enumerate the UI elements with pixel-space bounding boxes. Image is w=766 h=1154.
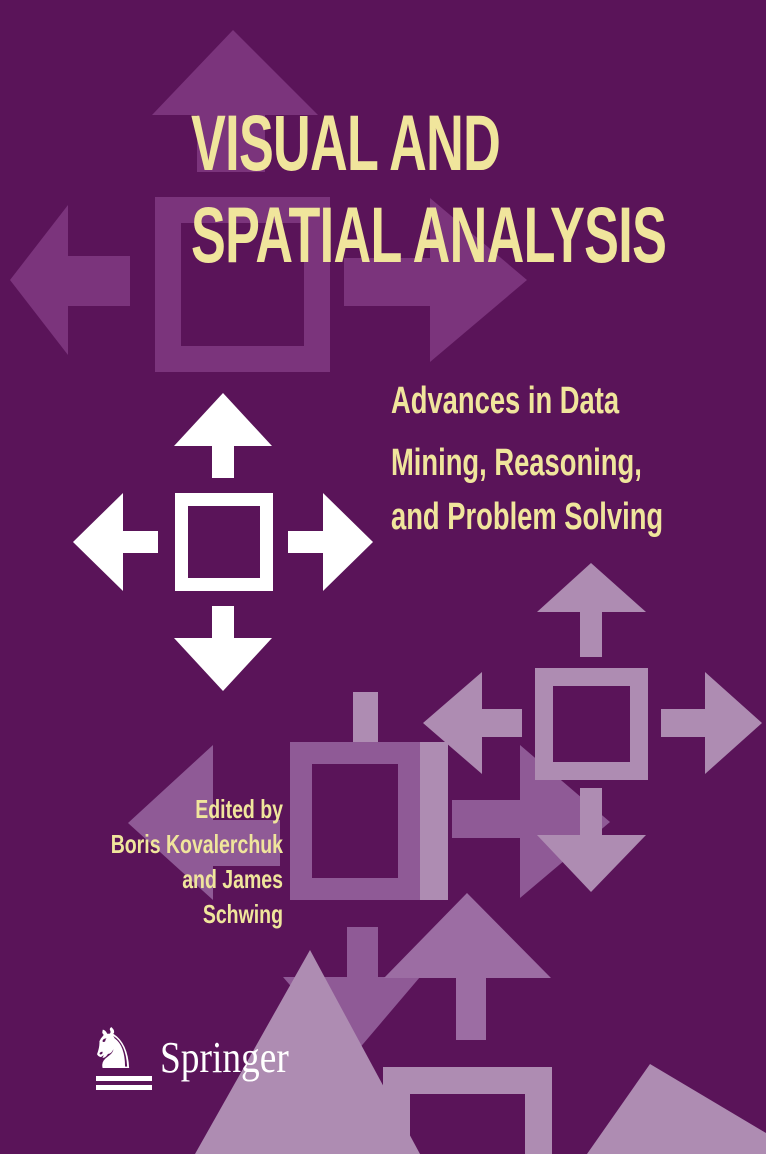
book-subtitle-line-3: and Problem Solving xyxy=(391,496,664,538)
right-arrow-head xyxy=(323,493,373,591)
up-arrow-stem xyxy=(580,612,602,657)
right-arrow-stem xyxy=(344,258,430,306)
left-arrow-stem xyxy=(482,709,522,737)
book-subtitle-line-1: Advances in Data xyxy=(391,380,620,422)
right-arrow-head xyxy=(520,745,610,898)
left-arrow-stem xyxy=(213,820,280,866)
medium-arrows xyxy=(128,692,610,1057)
up-arrow-stem xyxy=(212,446,234,478)
subtle-move-arrows-icon xyxy=(10,30,527,372)
left-arrow-head xyxy=(128,745,213,900)
up-arrow-stem xyxy=(197,115,265,172)
down-arrow-stem xyxy=(212,606,234,638)
down-arrow-head xyxy=(174,638,272,691)
square-outline xyxy=(155,197,330,372)
light-move-arrows-icon xyxy=(423,563,762,892)
left-arrow-head xyxy=(73,493,123,591)
left-arrow-stem xyxy=(68,256,130,306)
editor-name-2: and James Schwing xyxy=(182,864,283,929)
up-arrow-head xyxy=(384,893,551,978)
book-subtitle-line-2: Mining, Reasoning, xyxy=(391,442,642,484)
corner-arrow xyxy=(587,1064,766,1154)
square-outline xyxy=(175,493,273,591)
arrow-fragment xyxy=(353,692,378,742)
book-title-line-1: VISUAL AND xyxy=(191,98,501,187)
square-outline xyxy=(535,668,648,780)
down-arrow-stem xyxy=(347,927,378,977)
white-move-arrows-icon xyxy=(73,393,373,691)
publisher-name: Springer xyxy=(160,1033,289,1082)
square-outline xyxy=(290,742,420,900)
up-arrow-head xyxy=(537,563,646,612)
corner-triangle xyxy=(195,950,420,1154)
up-arrow-head xyxy=(174,393,272,446)
down-arrow-stem xyxy=(580,788,602,835)
editors-block: Edited by Boris Kovalerchuk and James Sc… xyxy=(101,792,283,932)
logo-underline-1 xyxy=(96,1076,152,1081)
right-arrow-head xyxy=(705,672,762,774)
springer-knight-horse-icon: ♞ xyxy=(88,1017,139,1082)
light-arrows xyxy=(195,742,766,1154)
right-arrow-head xyxy=(430,198,527,362)
logo-underline-2 xyxy=(96,1085,152,1090)
left-arrow-head xyxy=(423,672,482,774)
square-outline xyxy=(383,1067,552,1154)
right-arrow-stem xyxy=(661,709,705,737)
right-arrow-stem xyxy=(288,531,323,553)
editor-name-1: Boris Kovalerchuk xyxy=(110,829,283,859)
left-arrow-head xyxy=(10,205,68,355)
right-arrow-stem xyxy=(452,800,520,838)
down-arrow-head xyxy=(537,835,646,892)
book-title-line-2: SPATIAL ANALYSIS xyxy=(191,190,667,279)
up-arrow-head xyxy=(152,30,318,115)
left-arrow-stem xyxy=(123,531,158,553)
arrow-head-fragment xyxy=(420,742,448,900)
edited-by-label: Edited by xyxy=(195,794,283,824)
up-arrow-stem xyxy=(456,978,486,1040)
